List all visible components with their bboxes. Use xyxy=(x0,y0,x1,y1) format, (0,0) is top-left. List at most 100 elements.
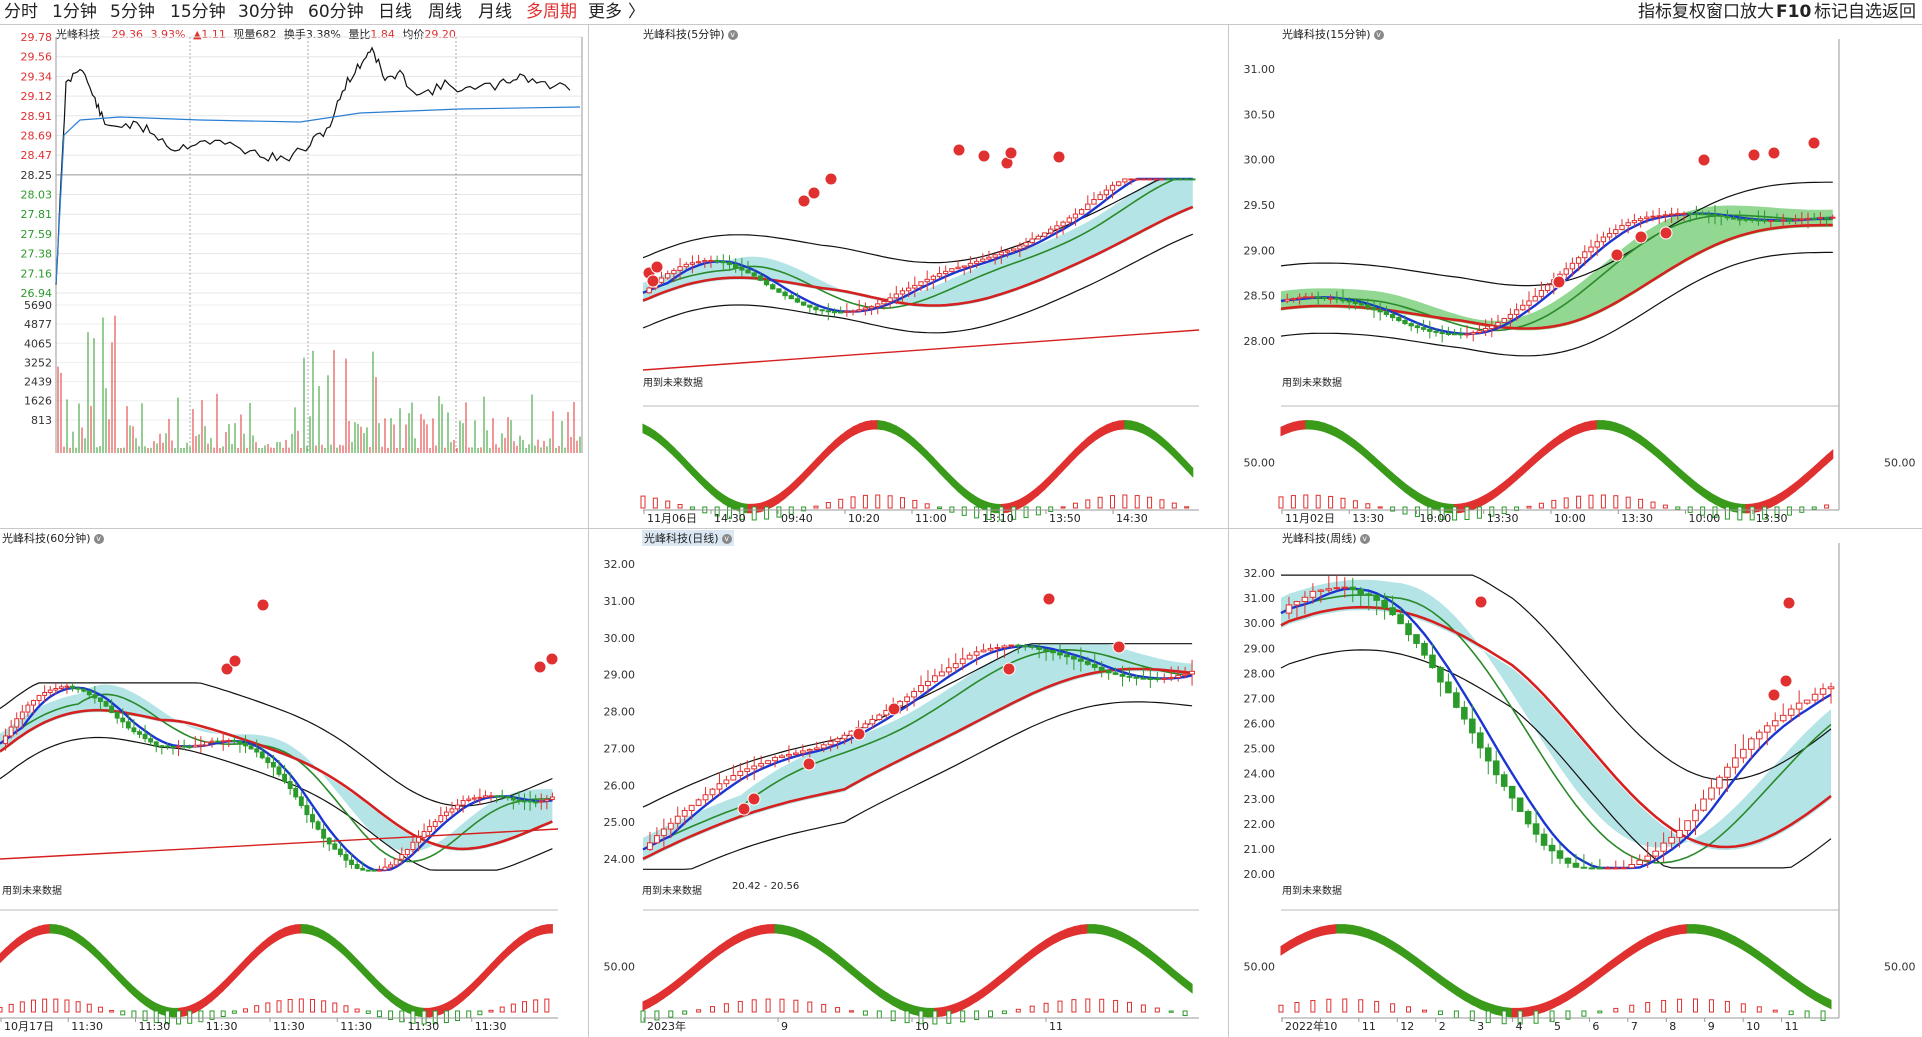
zoom-button[interactable]: 放大 xyxy=(1740,2,1774,22)
volume-hist xyxy=(1762,506,1768,520)
candle-body xyxy=(1580,866,1588,869)
oscillator-band xyxy=(479,968,486,986)
candle-body xyxy=(660,828,667,837)
volume-hist xyxy=(849,1010,854,1013)
candle-body xyxy=(427,826,433,832)
settings-icon[interactable]: v xyxy=(93,534,104,544)
oscillator-band xyxy=(815,451,823,470)
tab-more[interactable]: 更多 xyxy=(588,2,622,22)
f10-button[interactable]: F10 xyxy=(1776,2,1812,22)
tab-monthly[interactable]: 月线 xyxy=(478,2,512,22)
tab-60min[interactable]: 60分钟 xyxy=(308,2,364,22)
volume-hist xyxy=(131,1010,137,1019)
price-tick: 28.25 xyxy=(21,169,53,182)
chart-60min[interactable]: 光峰科技(60分钟) v 用到未来数据 10月17日 11:30 11:30 11:30… xyxy=(0,529,588,1037)
signal-badge-icon xyxy=(807,186,821,200)
candle-body xyxy=(159,745,165,748)
tab-intraday[interactable]: 分时 xyxy=(4,2,38,22)
turnover-value: 3.38% xyxy=(305,28,341,41)
ma-band-fill xyxy=(0,684,553,852)
tab-daily[interactable]: 日线 xyxy=(378,2,412,22)
candle-body xyxy=(1284,298,1290,302)
candle-body xyxy=(1823,216,1830,219)
oscillator-band xyxy=(732,932,741,946)
oscillator-band xyxy=(784,483,792,500)
oscillator-band xyxy=(1471,995,1481,1010)
candle-body xyxy=(1309,296,1315,299)
y-tick: 29.00 xyxy=(1244,244,1276,257)
candle-body xyxy=(967,262,974,267)
chart-15min[interactable]: 光峰科技(15分钟) v 用到未来数据 11月02日 13:30 10:00 13:30… xyxy=(1229,25,1922,528)
candle-body xyxy=(813,306,819,311)
candle-body xyxy=(925,680,931,687)
oscillator-band xyxy=(1118,419,1126,430)
candle-body xyxy=(1321,297,1328,300)
candle-body xyxy=(1470,332,1476,335)
candle-body xyxy=(148,738,154,743)
more-arrow-icon[interactable]: 〉 xyxy=(628,2,645,22)
settings-icon[interactable]: v xyxy=(1359,534,1370,544)
oscillator-band xyxy=(654,430,662,446)
tab-1min[interactable]: 1分钟 xyxy=(52,2,97,22)
oscillator-band xyxy=(803,464,811,483)
oscillator-band xyxy=(895,425,903,440)
oscillator-band xyxy=(1105,421,1113,435)
mark-button[interactable]: 标记 xyxy=(1814,2,1848,22)
adjust-button[interactable]: 复权 xyxy=(1672,2,1706,22)
oscillator-band xyxy=(1010,959,1019,976)
tab-multi-period[interactable]: 多周期 xyxy=(526,2,577,22)
chart-5min[interactable]: 光峰科技(5分钟) v 用到未来数据 11月06日 14:30 09:40 10:20 1… xyxy=(589,25,1228,528)
volume-hist xyxy=(1147,496,1153,509)
x-tick: 11:00 xyxy=(915,512,947,525)
settings-icon[interactable]: v xyxy=(721,534,732,544)
x-tick: 5 xyxy=(1554,1020,1561,1033)
signal-badge-icon xyxy=(952,143,966,157)
candle-body xyxy=(966,654,973,660)
candle-body xyxy=(1613,229,1619,234)
oscillator-band xyxy=(468,980,475,997)
tab-weekly[interactable]: 周线 xyxy=(428,2,462,22)
oscillator-band xyxy=(144,995,152,1010)
tab-30min[interactable]: 30分钟 xyxy=(238,2,294,22)
candle-body xyxy=(1652,850,1659,857)
volume-hist xyxy=(1489,506,1495,517)
candle-body xyxy=(1737,218,1743,221)
signal-badge-icon xyxy=(533,660,547,674)
chart-daily[interactable]: 光峰科技(日线) v 用到未来数据 20.42 - 20.56 2023年 9 10 1… xyxy=(589,529,1228,1037)
candle-body xyxy=(549,796,555,800)
candle-body xyxy=(1588,246,1594,253)
volume-hist xyxy=(19,1001,25,1013)
oscillator-band xyxy=(830,947,839,964)
candle-body xyxy=(931,675,938,682)
candle-body xyxy=(1600,236,1607,243)
volume-hist xyxy=(689,506,695,510)
candle-body xyxy=(841,734,848,740)
candle-body xyxy=(1371,307,1377,311)
candle-body xyxy=(510,797,516,801)
oscillator-band xyxy=(1591,968,1601,985)
indicator-button[interactable]: 指标 xyxy=(1638,2,1672,22)
settings-icon[interactable]: v xyxy=(727,30,738,40)
oscillator-band xyxy=(823,943,832,959)
volume-hist xyxy=(1645,1001,1651,1013)
intraday-chart[interactable]: 光峰科技 29.36 3.93% ▲1.11 现量682 换手3.38% 量比1… xyxy=(0,25,588,528)
volume-hist xyxy=(443,1010,449,1024)
candle-body xyxy=(1023,242,1029,247)
chart-weekly[interactable]: 光峰科技(周线) v 用到未来数据 2022年 10 11 12 2 3 4 5 6 7 8 9 10 11… xyxy=(1229,529,1922,1037)
candle-body xyxy=(404,848,410,856)
window-button[interactable]: 窗口 xyxy=(1706,2,1740,22)
ma-blue xyxy=(642,177,1193,313)
volume-hist xyxy=(751,999,757,1013)
candle-body xyxy=(1004,250,1011,253)
oscillator-band xyxy=(239,957,246,975)
volume-hist xyxy=(961,506,967,516)
back-button[interactable]: 返回 xyxy=(1882,2,1916,22)
tab-5min[interactable]: 5分钟 xyxy=(110,2,155,22)
candle-body xyxy=(1408,323,1414,327)
watchlist-button[interactable]: 自选 xyxy=(1848,2,1882,22)
oscillator-band xyxy=(1074,442,1083,459)
tab-15min[interactable]: 15分钟 xyxy=(170,2,226,22)
settings-icon[interactable]: v xyxy=(1373,30,1384,40)
oscillator-band xyxy=(679,452,687,470)
volume-hist xyxy=(399,1010,405,1023)
